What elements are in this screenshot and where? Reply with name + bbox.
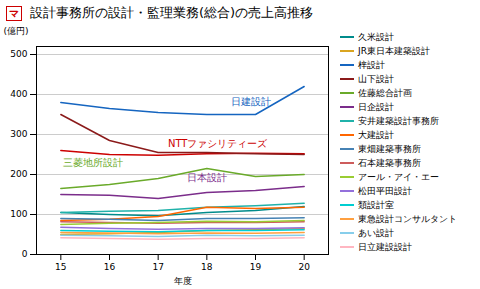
html-text:梓設計: 梓設計 bbox=[358, 59, 385, 70]
html-text:東畑建築事務所: 東畑建築事務所 bbox=[358, 143, 421, 154]
html-text:日立建設設計: 日立建設設計 bbox=[358, 241, 412, 252]
html-text:東急設計コンサルタント: 東急設計コンサルタント bbox=[358, 213, 457, 224]
svg-text:19: 19 bbox=[250, 262, 262, 272]
html-text:大建設計: 大建設計 bbox=[358, 129, 394, 140]
svg-text:NTTファシリティーズ: NTTファシリティーズ bbox=[168, 138, 269, 149]
svg-text:200: 200 bbox=[10, 169, 27, 179]
svg-text:15: 15 bbox=[55, 262, 66, 272]
svg-text:100: 100 bbox=[10, 209, 27, 219]
html-text:安井建築設計事務所: 安井建築設計事務所 bbox=[358, 115, 439, 126]
html-text:佐藤総合計画: 佐藤総合計画 bbox=[358, 87, 412, 98]
svg-text:20: 20 bbox=[298, 262, 310, 272]
html-text:JR東日本建築設計: JR東日本建築設計 bbox=[358, 45, 430, 56]
svg-text:400: 400 bbox=[10, 89, 27, 99]
html-text:マ: マ bbox=[9, 7, 19, 19]
html-text:設計事務所の設計・監理業務(総合)の売上高推移: 設計事務所の設計・監理業務(総合)の売上高推移 bbox=[30, 5, 314, 20]
svg-text:18: 18 bbox=[201, 262, 213, 272]
svg-text:日本設計: 日本設計 bbox=[187, 172, 227, 183]
html-text:あい設計: あい設計 bbox=[358, 227, 394, 238]
svg-text:500: 500 bbox=[10, 49, 27, 59]
svg-text:年度: 年度 bbox=[174, 276, 192, 286]
svg-text:0: 0 bbox=[22, 249, 28, 259]
html-text:アール・アイ・エー: アール・アイ・エー bbox=[358, 171, 439, 182]
svg-text:300: 300 bbox=[10, 129, 27, 139]
svg-text:(億円): (億円) bbox=[4, 26, 29, 36]
html-text:石本建築事務所: 石本建築事務所 bbox=[358, 157, 421, 168]
html-text:類設計室: 類設計室 bbox=[358, 199, 394, 210]
html-text:久米設計: 久米設計 bbox=[358, 31, 394, 42]
svg-text:三菱地所設計: 三菱地所設計 bbox=[63, 157, 123, 168]
svg-text:17: 17 bbox=[152, 262, 163, 272]
svg-text:日建設計: 日建設計 bbox=[231, 96, 271, 107]
html-text:山下設計: 山下設計 bbox=[358, 73, 394, 84]
svg-text:16: 16 bbox=[104, 262, 116, 272]
html-text:日企設計: 日企設計 bbox=[358, 101, 394, 112]
html-text:松田平田設計: 松田平田設計 bbox=[358, 185, 412, 196]
